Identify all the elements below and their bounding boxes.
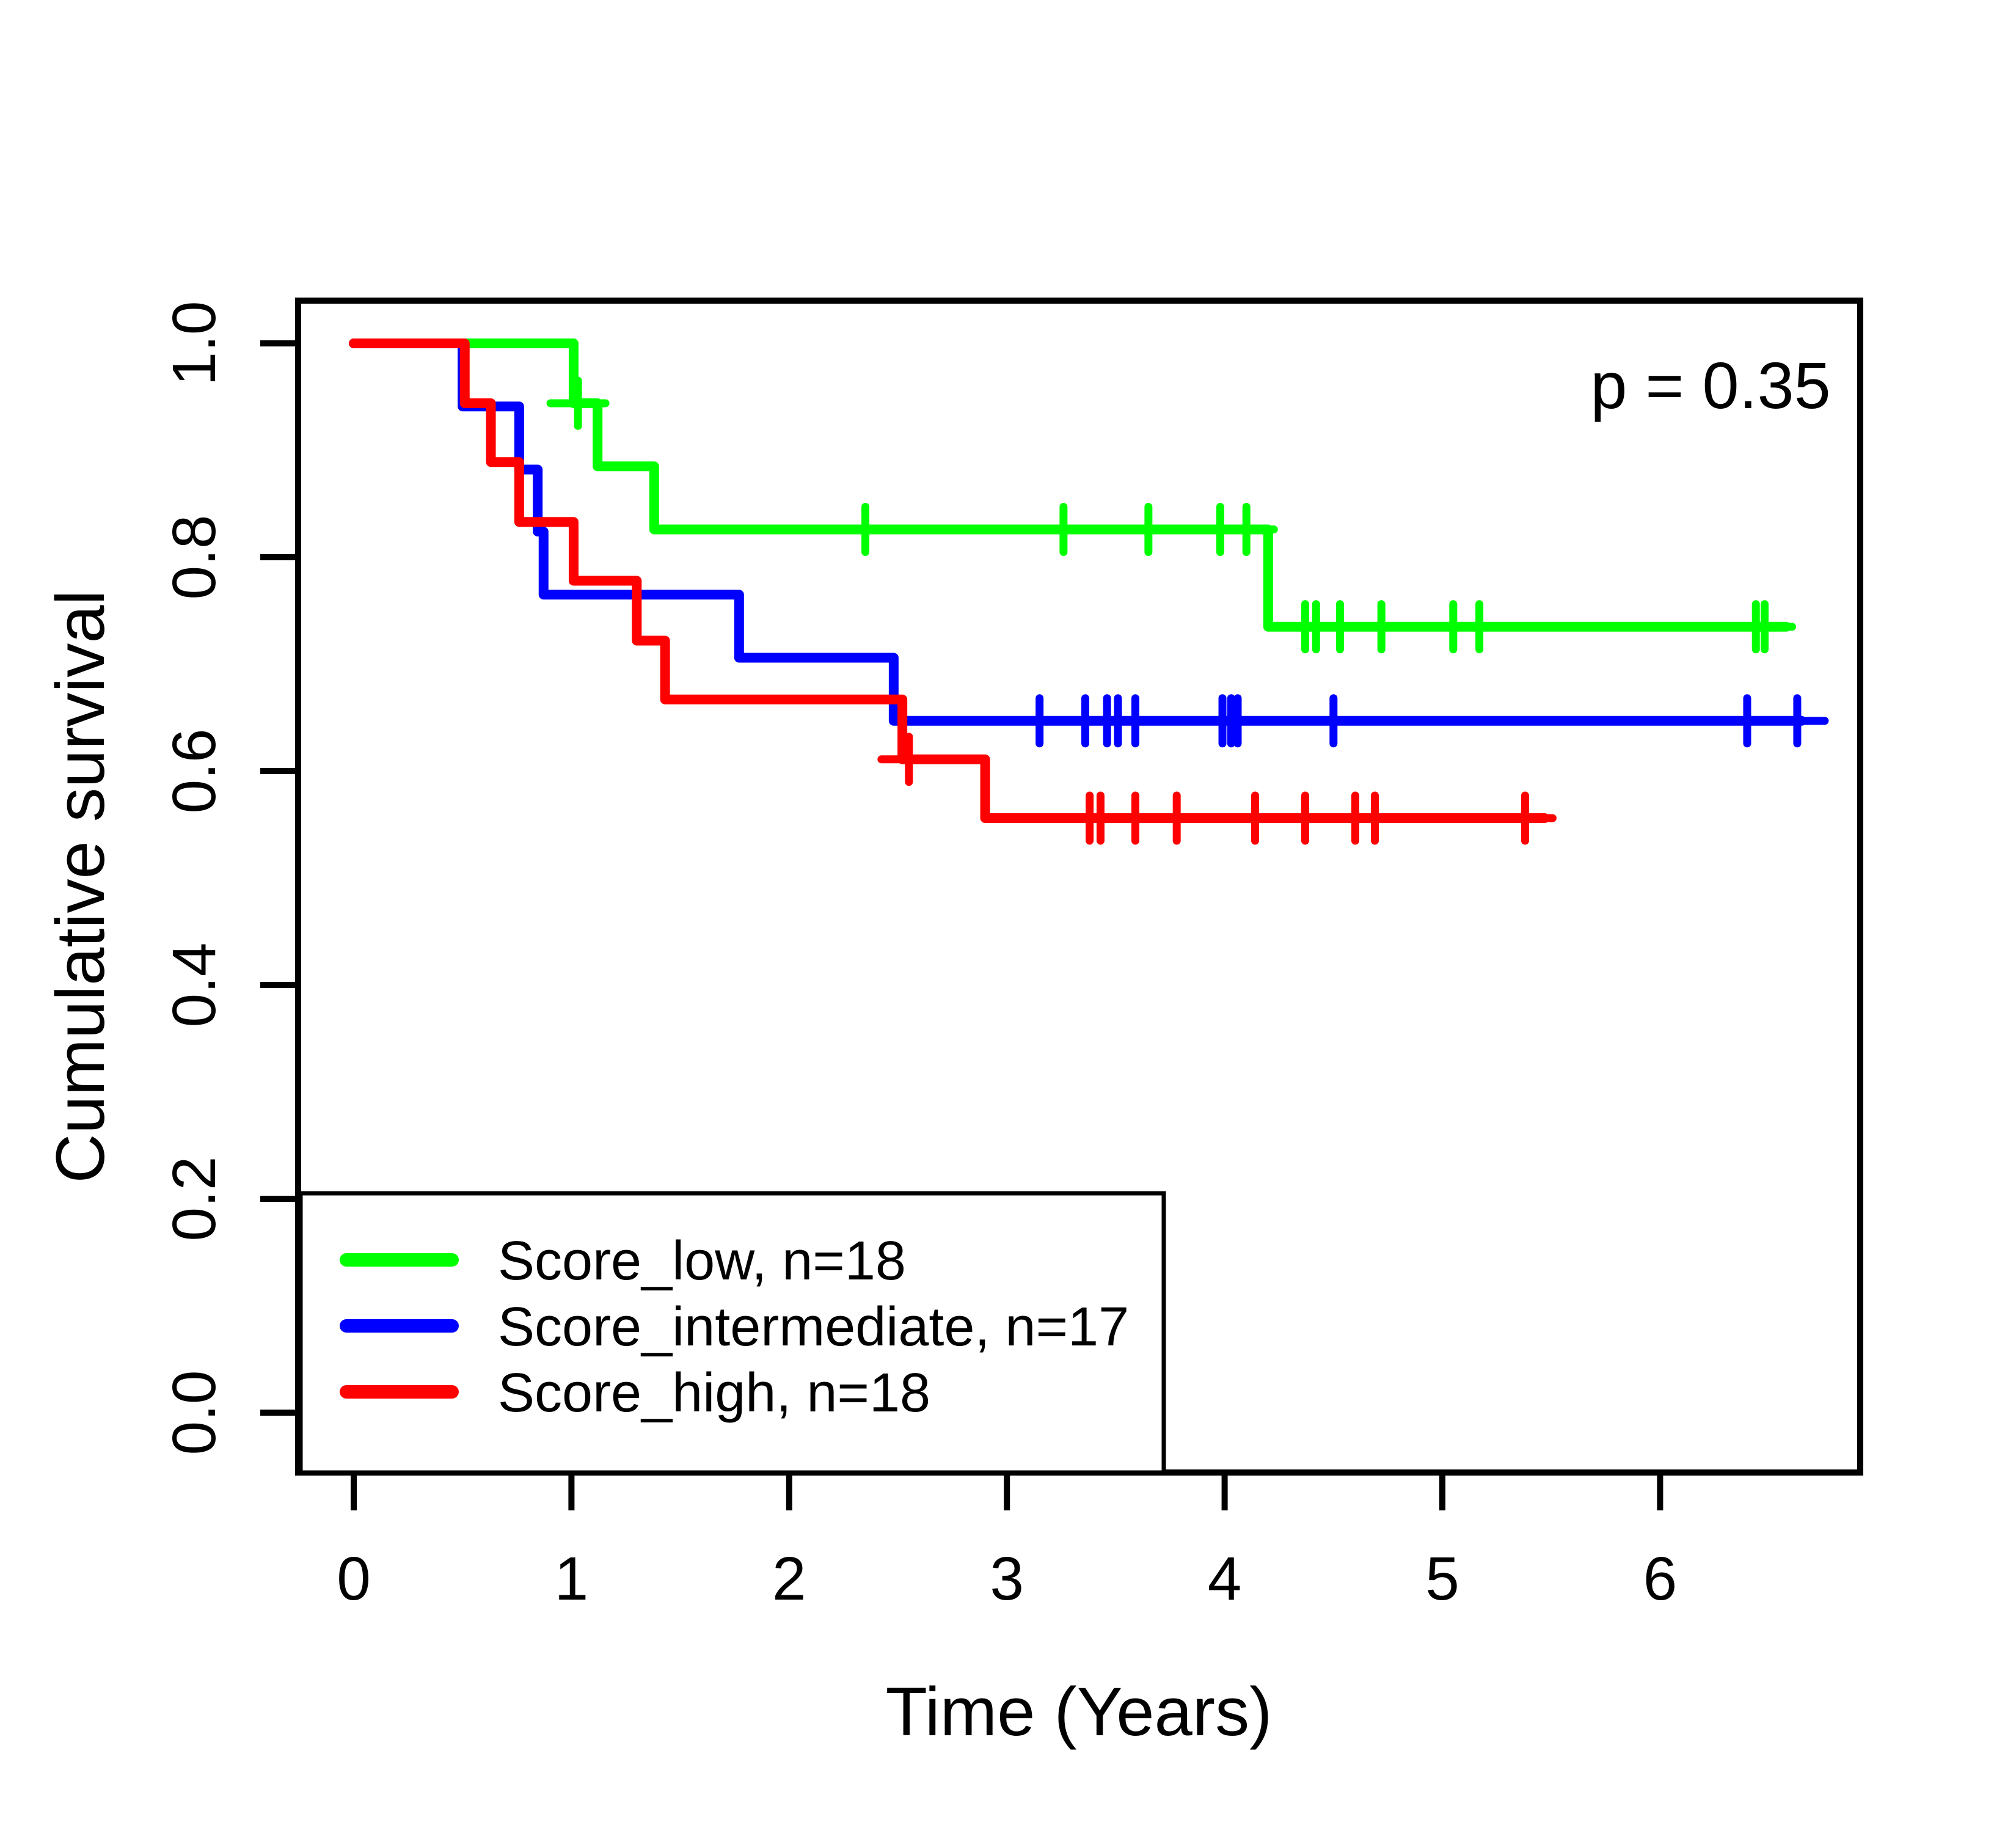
x-tick-label-0: 0 xyxy=(337,1545,371,1613)
legend-label-score_high: Score_high, n=18 xyxy=(498,1363,930,1424)
y-tick-label-0.8: 0.8 xyxy=(160,514,228,599)
censor-marks-score_low xyxy=(546,376,1796,654)
y-tick-label-0.0: 0.0 xyxy=(160,1370,228,1455)
x-tick-label-3: 3 xyxy=(990,1545,1024,1613)
p-value-label: p = 0.35 xyxy=(1590,348,1830,422)
survival-curves xyxy=(349,338,1829,845)
km-curve-score_low xyxy=(349,338,1792,632)
x-axis-ticks: 0 1 2 3 4 5 6 xyxy=(337,1473,1677,1613)
legend-box xyxy=(298,1191,1166,1475)
x-axis-title: Time (Years) xyxy=(886,1674,1273,1750)
y-tick-label-1.0: 1.0 xyxy=(160,301,228,386)
censor-marks-score_intermediate xyxy=(1008,694,1829,748)
x-tick-label-4: 4 xyxy=(1208,1545,1242,1613)
y-tick-label-0.2: 0.2 xyxy=(160,1156,228,1241)
y-tick-label-0.4: 0.4 xyxy=(160,942,228,1027)
x-tick-label-1: 1 xyxy=(555,1545,589,1613)
y-axis-ticks: 0.0 0.2 0.4 0.6 0.8 1.0 xyxy=(160,301,298,1455)
y-tick-label-0.6: 0.6 xyxy=(160,728,228,813)
y-axis-title: Cumulative survival xyxy=(42,590,119,1184)
legend-label-score_low: Score_low, n=18 xyxy=(498,1231,906,1292)
legend-label-score_intermediate: Score_intermediate, n=17 xyxy=(498,1297,1129,1358)
x-tick-label-6: 6 xyxy=(1643,1545,1678,1613)
x-tick-label-2: 2 xyxy=(772,1545,806,1613)
x-tick-label-5: 5 xyxy=(1425,1545,1459,1613)
censor-marks-score_high xyxy=(877,733,1557,845)
